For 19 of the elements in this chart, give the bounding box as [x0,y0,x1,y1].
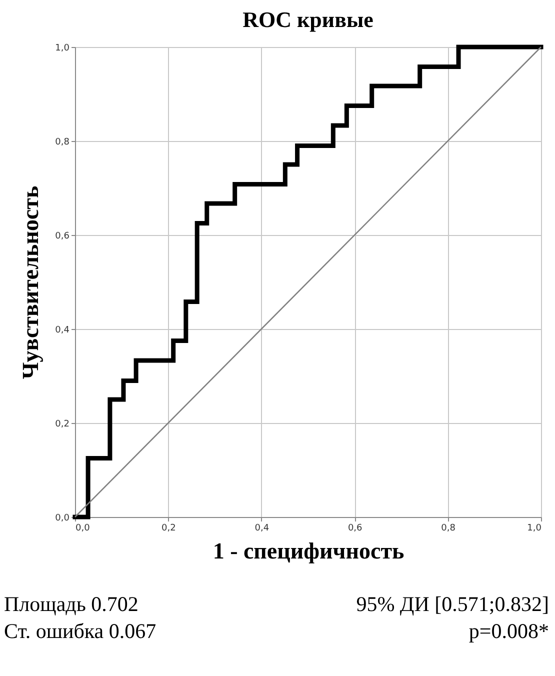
y-tick-label: 0,6 [55,232,70,242]
y-axis-title: Чувствительность [18,186,44,380]
y-tick-label: 0,4 [55,326,70,336]
x-tick-label: 0,6 [348,524,363,534]
x-tick-label: 0,8 [441,524,456,534]
x-tick-label: 1,0 [527,524,542,534]
x-axis-title: 1 - специфичность [212,538,404,564]
y-tick-label: 0,8 [55,138,70,148]
y-tick-label: 0,0 [55,514,70,524]
x-tick-label: 0,2 [162,524,176,534]
text: p=0.008* [468,618,549,645]
x-tick-label: 0,0 [76,524,90,534]
x-tick-label: 0,4 [254,524,270,534]
chart-title: ROC кривые [242,7,374,32]
y-tick-label: 1,0 [55,44,70,54]
text: Площадь 0.702 [4,591,140,618]
text: Ст. ошибка 0.067 [4,618,158,645]
y-tick-label: 0,2 [55,420,70,430]
text: 95% ДИ [0.571;0.832] [355,591,549,618]
